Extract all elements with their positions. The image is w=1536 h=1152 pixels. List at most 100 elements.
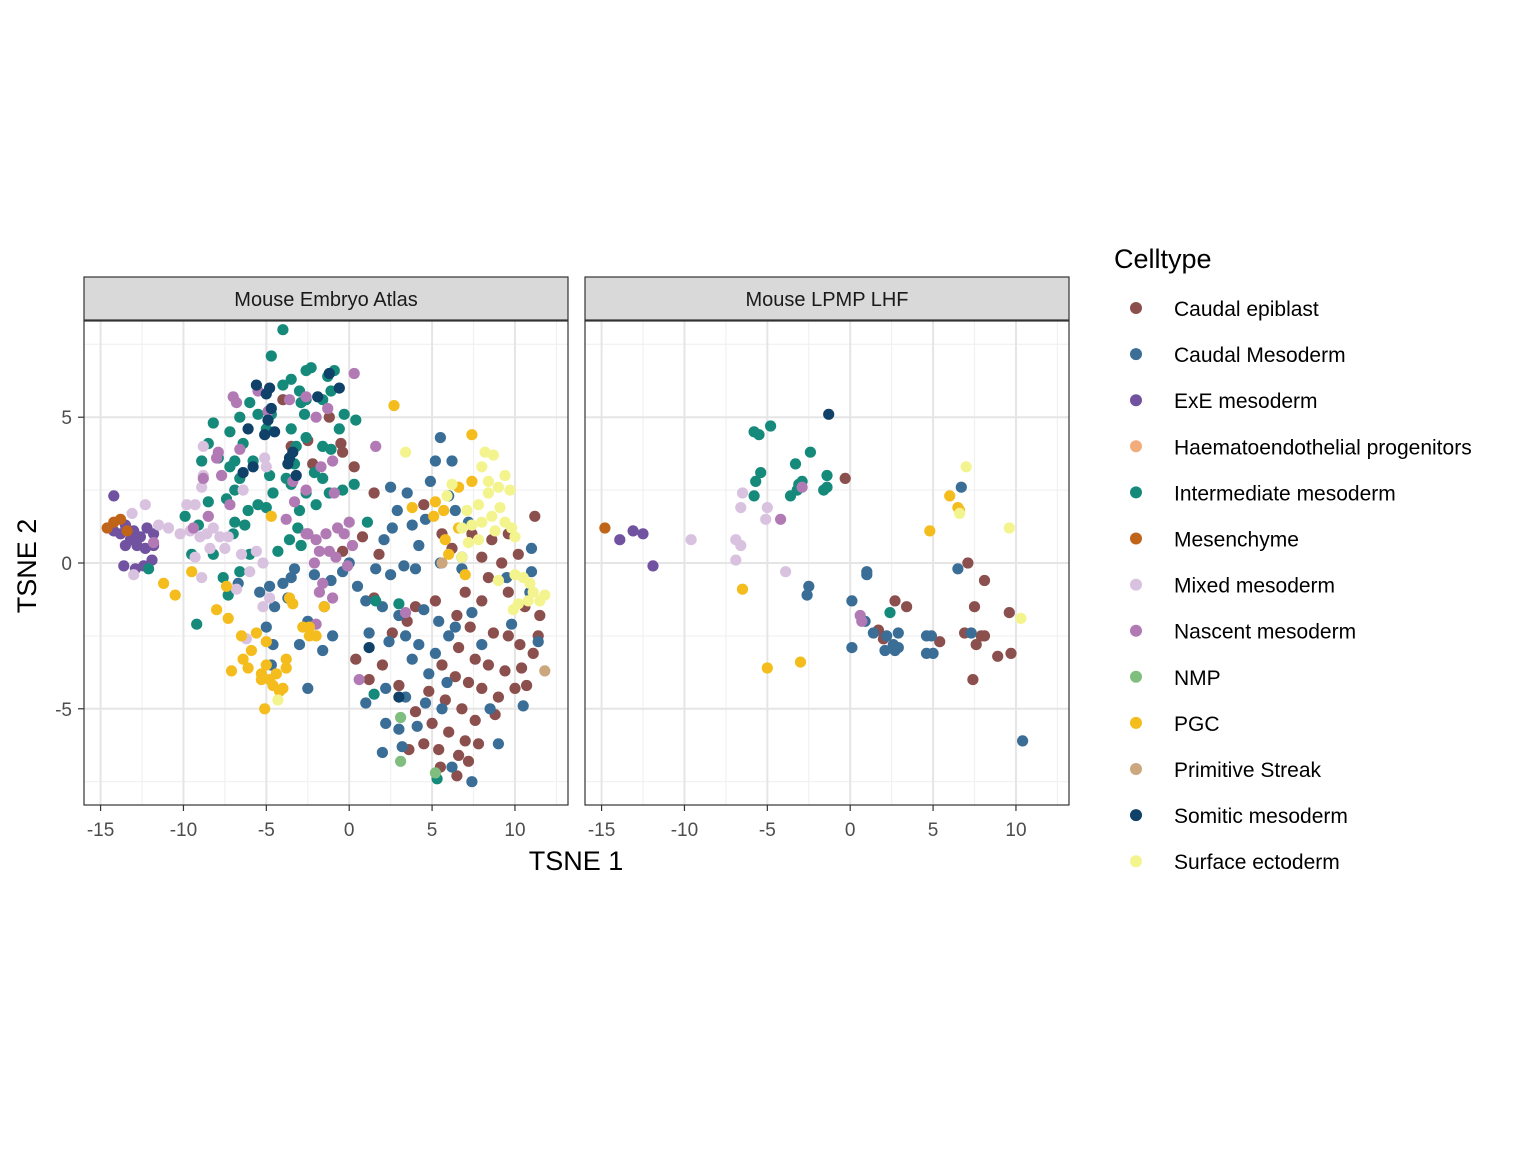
data-point bbox=[162, 522, 175, 534]
legend-swatch bbox=[1130, 302, 1142, 314]
data-point bbox=[968, 601, 981, 613]
data-point bbox=[507, 604, 519, 616]
data-point bbox=[419, 697, 432, 709]
data-point bbox=[310, 630, 322, 642]
legend-label: Surface ectoderm bbox=[1174, 851, 1340, 874]
series-mixed-mesoderm bbox=[126, 440, 276, 645]
data-point bbox=[269, 601, 281, 613]
data-point bbox=[451, 609, 463, 622]
data-point bbox=[476, 516, 488, 528]
data-point bbox=[409, 563, 422, 575]
data-point bbox=[259, 452, 271, 464]
data-point bbox=[214, 531, 226, 543]
data-point bbox=[224, 461, 236, 473]
data-point bbox=[220, 580, 233, 592]
data-point bbox=[400, 446, 412, 458]
legend-item: ExE mesoderm bbox=[1130, 390, 1318, 413]
data-point bbox=[257, 601, 269, 613]
data-point bbox=[1005, 647, 1017, 660]
data-point bbox=[121, 525, 133, 537]
data-point bbox=[300, 432, 312, 444]
x-tick-label: 10 bbox=[1005, 820, 1026, 841]
data-point bbox=[341, 560, 354, 572]
legend-swatch bbox=[1130, 394, 1142, 407]
data-point bbox=[287, 598, 299, 610]
data-point bbox=[229, 516, 241, 528]
data-point bbox=[818, 484, 830, 496]
data-point bbox=[821, 469, 833, 482]
data-point bbox=[257, 557, 269, 569]
data-point bbox=[247, 461, 259, 473]
data-point bbox=[290, 469, 302, 482]
x-tick-label: -15 bbox=[588, 820, 615, 841]
data-point bbox=[234, 443, 246, 455]
data-point bbox=[952, 563, 964, 575]
x-tick-label: 5 bbox=[928, 820, 939, 841]
data-point bbox=[466, 519, 478, 531]
data-point bbox=[436, 659, 448, 671]
data-point bbox=[934, 636, 946, 648]
series-exe-mesoderm bbox=[108, 490, 160, 575]
data-point bbox=[761, 502, 773, 514]
data-point bbox=[264, 469, 276, 482]
data-point bbox=[794, 656, 807, 668]
data-point bbox=[202, 496, 214, 508]
data-point bbox=[265, 402, 277, 415]
data-point bbox=[277, 379, 289, 391]
legend-swatch bbox=[1130, 855, 1142, 868]
legend-label: PGC bbox=[1174, 713, 1220, 736]
y-tick-label: 0 bbox=[61, 554, 72, 575]
data-point bbox=[429, 767, 441, 779]
data-point bbox=[235, 630, 248, 642]
data-point bbox=[434, 432, 446, 444]
data-point bbox=[755, 467, 767, 479]
legend-label: Caudal Mesoderm bbox=[1174, 344, 1346, 367]
data-point bbox=[217, 572, 229, 584]
data-point bbox=[260, 388, 272, 400]
data-point bbox=[496, 557, 508, 569]
data-point bbox=[453, 642, 465, 654]
series-nmp bbox=[395, 711, 441, 779]
data-point bbox=[879, 644, 891, 657]
data-point bbox=[393, 723, 405, 735]
x-tick-label: 0 bbox=[344, 820, 355, 841]
data-point bbox=[335, 437, 347, 450]
data-point bbox=[255, 674, 267, 686]
data-point bbox=[978, 630, 991, 642]
data-point bbox=[466, 776, 478, 788]
data-point bbox=[476, 595, 488, 607]
data-point bbox=[750, 475, 762, 487]
data-point bbox=[259, 703, 271, 715]
data-point bbox=[892, 627, 904, 639]
data-point bbox=[395, 711, 407, 724]
data-point bbox=[237, 484, 249, 496]
panel-2: Mouse LPMP LHF -15 -10 -5 0 5 10 bbox=[584, 276, 1070, 841]
data-point bbox=[234, 566, 246, 578]
data-point bbox=[423, 685, 435, 697]
data-point bbox=[119, 539, 131, 552]
data-point bbox=[441, 676, 453, 689]
series-somitic-mesoderm bbox=[823, 408, 835, 420]
data-point bbox=[521, 679, 533, 692]
data-point bbox=[239, 519, 251, 531]
data-point bbox=[325, 443, 337, 455]
data-point bbox=[464, 621, 476, 633]
y-tick-label: -5 bbox=[55, 700, 72, 721]
legend-swatch bbox=[1130, 578, 1142, 591]
data-point bbox=[260, 659, 272, 671]
data-point bbox=[839, 472, 851, 484]
data-point bbox=[685, 534, 697, 546]
data-point bbox=[459, 569, 471, 581]
data-point bbox=[453, 749, 465, 762]
legend-item: Caudal Mesoderm bbox=[1130, 344, 1346, 367]
data-point bbox=[386, 627, 398, 639]
data-point bbox=[413, 539, 425, 552]
data-point bbox=[337, 446, 349, 458]
legend-swatch bbox=[1130, 809, 1142, 822]
data-point bbox=[516, 662, 528, 674]
data-point bbox=[398, 560, 410, 572]
data-point bbox=[614, 534, 626, 546]
data-point bbox=[222, 531, 234, 543]
facet-title: Mouse LPMP LHF bbox=[745, 289, 908, 311]
data-point bbox=[250, 379, 262, 391]
